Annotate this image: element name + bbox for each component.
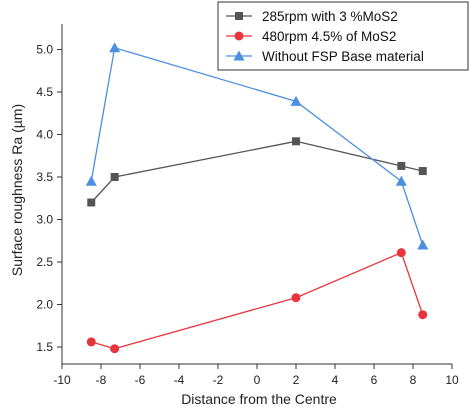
data-point — [417, 239, 429, 250]
x-tick-label: -2 — [213, 373, 224, 387]
y-tick-label: 3.0 — [36, 213, 53, 227]
x-tick-label: -4 — [174, 373, 185, 387]
legend-box — [217, 1, 469, 71]
legend-item: 480rpm 4.5% of MoS2 — [226, 29, 396, 44]
data-point — [395, 175, 407, 186]
data-point — [85, 175, 97, 186]
x-axis-label: Distance from the Centre — [181, 391, 337, 407]
x-tick-label: -6 — [135, 373, 146, 387]
data-point — [292, 137, 300, 146]
series-3 — [85, 42, 429, 250]
data-point — [396, 248, 406, 258]
y-tick-label: 4.5 — [36, 85, 53, 99]
data-point — [109, 42, 121, 53]
y-tick-label: 3.5 — [36, 170, 53, 184]
series-2 — [86, 248, 428, 354]
y-tick-label: 2.0 — [36, 298, 53, 312]
data-point — [397, 161, 406, 170]
series-line — [90, 46, 424, 246]
y-tick-label: 2.5 — [36, 255, 53, 269]
y-tick-label: 4.0 — [36, 128, 53, 142]
data-point — [418, 310, 428, 320]
legend-marker — [235, 12, 243, 20]
legend-label: 285rpm with 3 %MoS2 — [262, 9, 398, 24]
series-line — [91, 251, 424, 350]
y-axis-label: Surface roughness Ra (µm) — [9, 104, 25, 276]
x-tick-label: -10 — [53, 373, 71, 387]
x-tick-label: 8 — [410, 373, 417, 387]
x-tick-label: 4 — [332, 373, 339, 387]
y-tick-label: 5.0 — [36, 43, 53, 57]
data-point — [110, 344, 120, 354]
data-point — [110, 173, 119, 181]
legend-marker — [234, 31, 244, 41]
y-tick-label: 1.5 — [36, 340, 53, 354]
x-tick-label: 2 — [293, 373, 300, 387]
x-tick-label: 0 — [254, 373, 261, 387]
legend-label: 480rpm 4.5% of MoS2 — [262, 29, 396, 44]
x-tick-label: -8 — [96, 373, 107, 387]
x-tick-label: 10 — [445, 373, 459, 387]
legend-item: Without FSP Base material — [226, 49, 424, 64]
legend-label: Without FSP Base material — [262, 49, 424, 64]
legend-marker — [233, 50, 245, 61]
data-point — [86, 337, 96, 347]
legend: 285rpm with 3 %MoS2 480rpm 4.5% of MoS2 Wi… — [217, 1, 469, 71]
series-1 — [87, 137, 427, 207]
series-line — [90, 140, 423, 203]
data-point — [291, 293, 301, 303]
data-point — [87, 198, 96, 207]
x-tick-label: 6 — [371, 373, 378, 387]
data-point — [290, 95, 302, 106]
data-point — [418, 167, 427, 176]
plot-area: -10 -8 -6 -4 -2 0 2 4 6 8 10 1.5 2.0 2.5 3.0 3.5 4.0 4.5 5… — [36, 24, 459, 387]
legend-item: 285rpm with 3 %MoS2 — [226, 9, 398, 24]
